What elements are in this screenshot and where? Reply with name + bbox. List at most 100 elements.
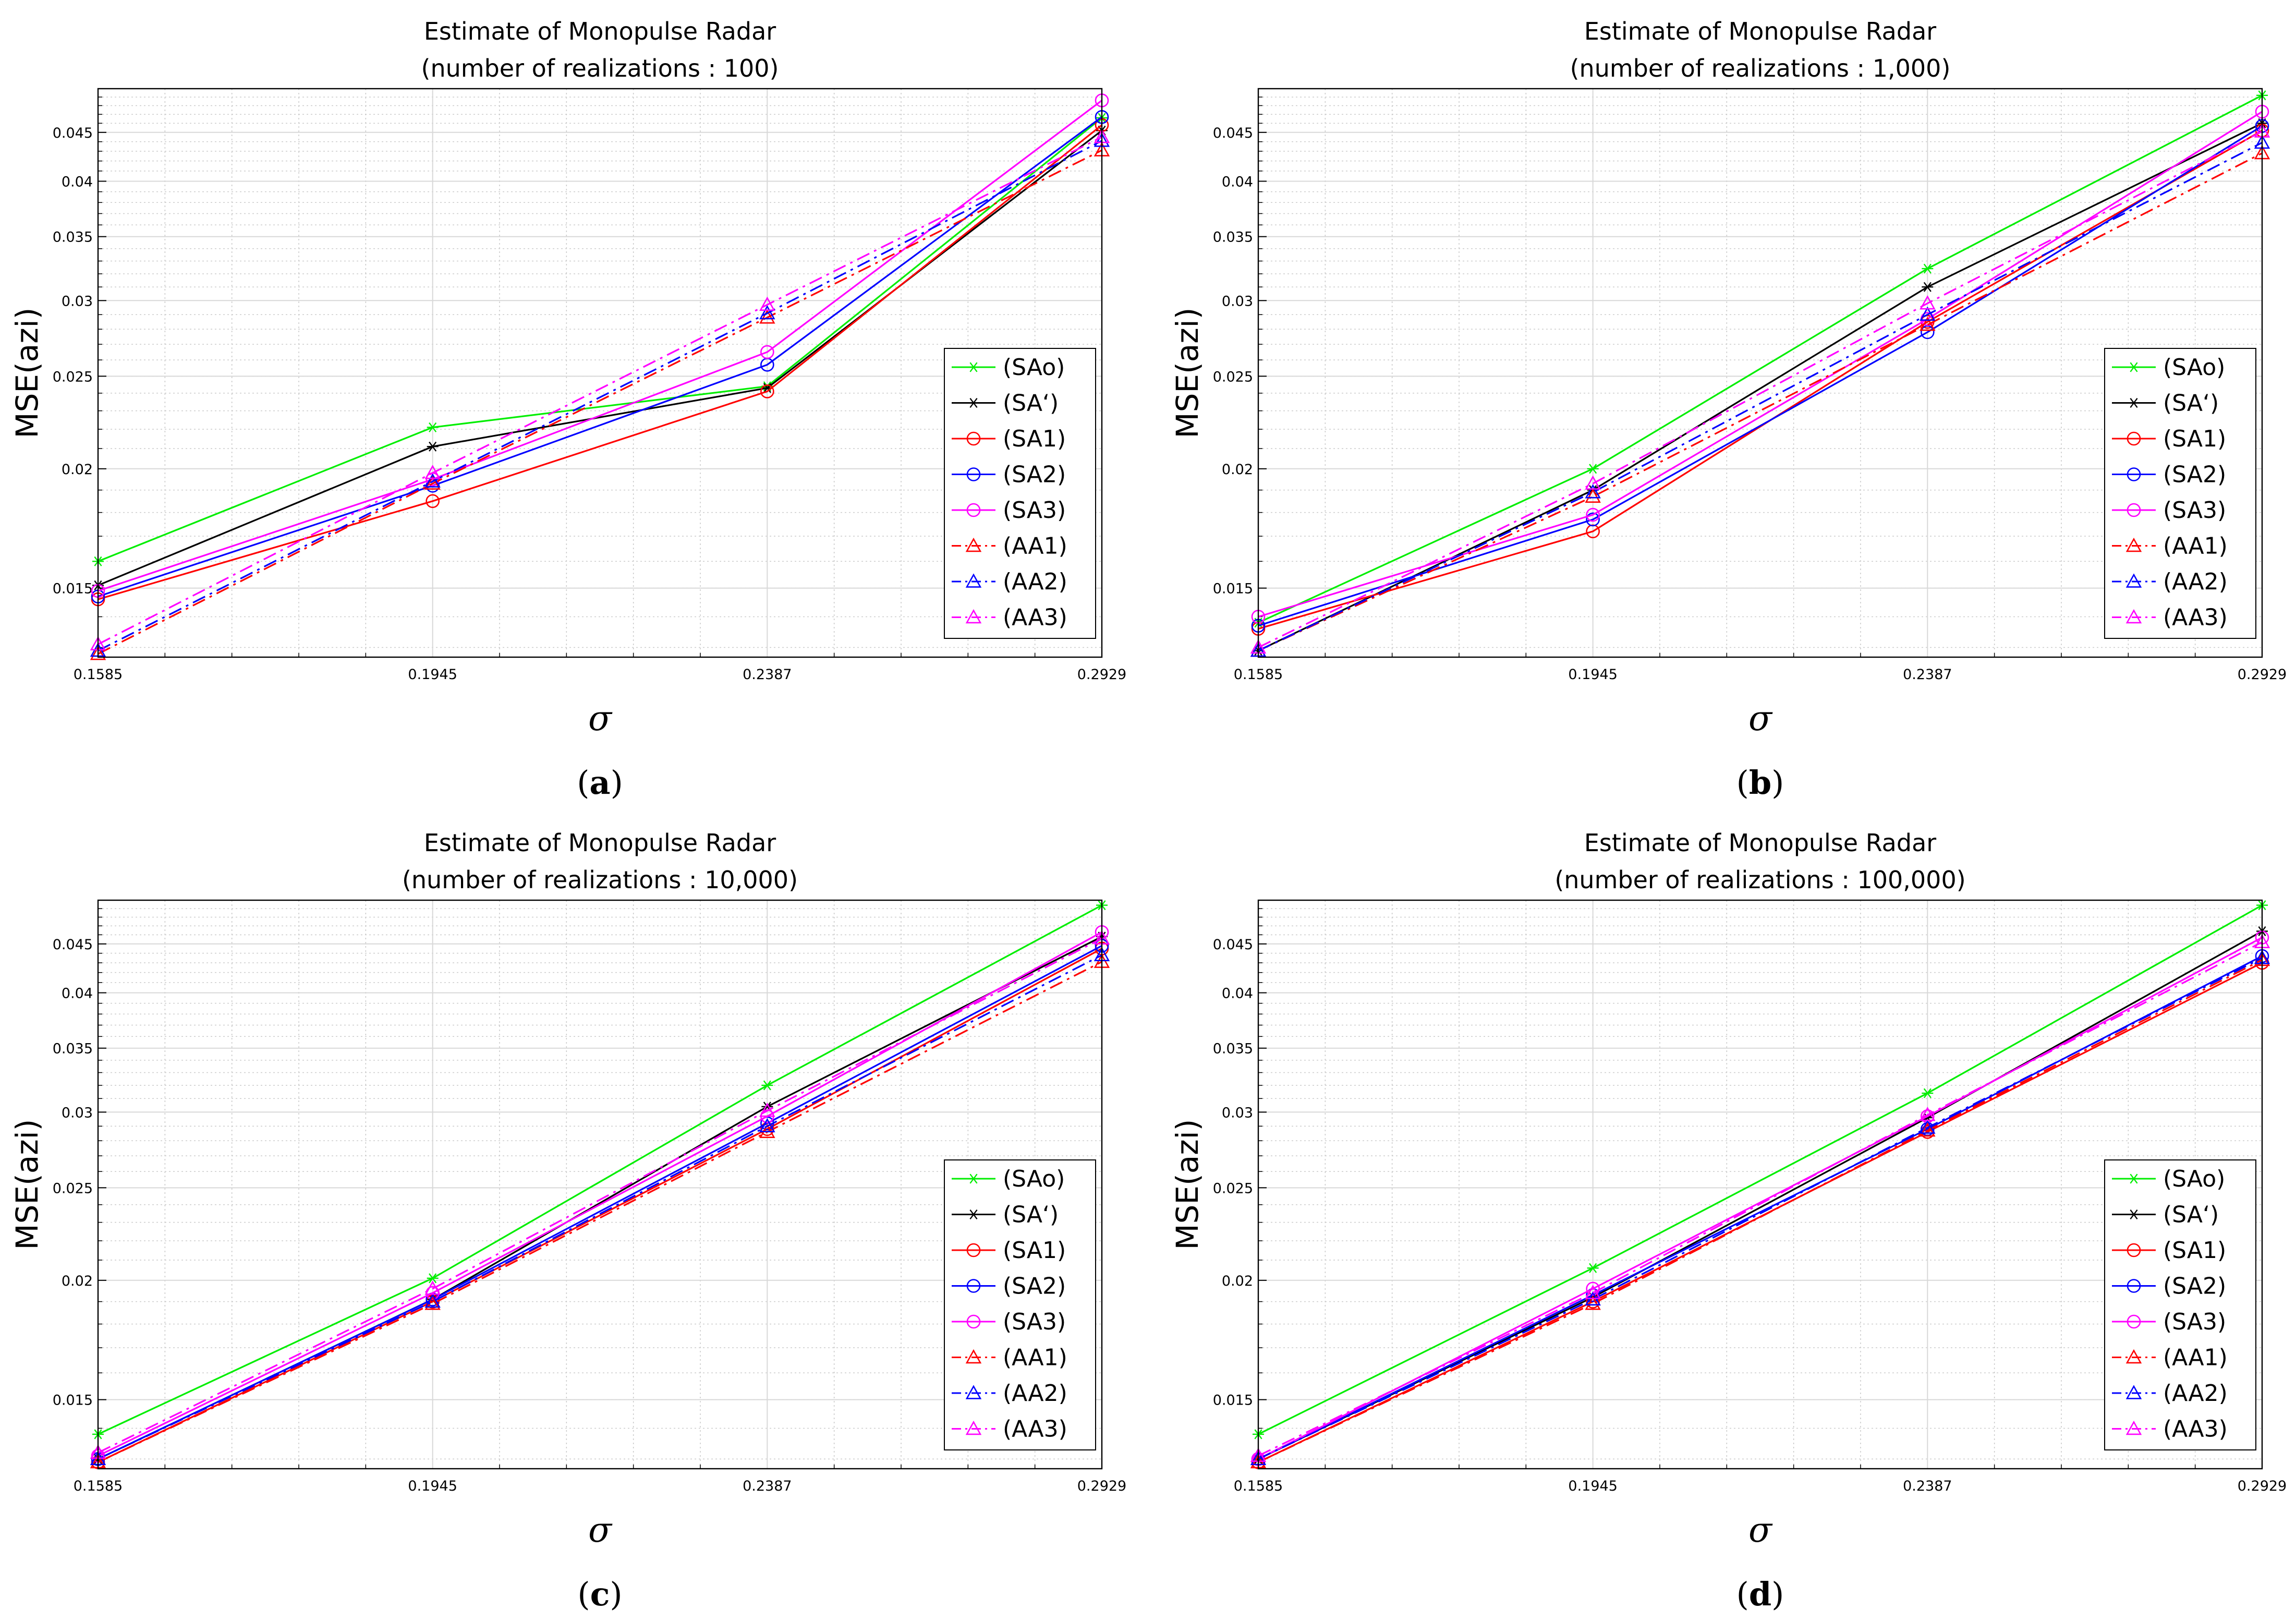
data-point-marker [1921, 325, 1935, 340]
data-point-marker [759, 309, 775, 324]
data-point-marker [1586, 507, 1600, 522]
y-tick-label: 0.025 [1213, 1180, 1253, 1196]
chart-title: Estimate of Monopulse Radar [424, 829, 776, 857]
x-axis-label: σ [1748, 698, 1773, 739]
y-tick-label: 0.025 [53, 369, 93, 385]
y-tick-label: 0.015 [53, 1393, 93, 1409]
legend-marker-7 [2125, 1420, 2142, 1435]
legend-label: (SAo) [1003, 1166, 1065, 1192]
legend-marker-6 [965, 573, 982, 588]
y-axis-label: MSE(azi) [9, 1119, 45, 1250]
legend-label: (SA3) [2163, 497, 2226, 524]
data-point-marker [427, 1273, 439, 1284]
legend-label: (SA‘) [1003, 1202, 1059, 1228]
chart-panel-d: 0.1585 0.1945 0.2387 0.2929 0.015 0.02 0.025 0.… [1170, 829, 2287, 1613]
x-tick-label: 0.1585 [74, 1478, 123, 1494]
legend-marker-4 [966, 1314, 981, 1329]
panel-label: (d) [1736, 1575, 1784, 1613]
plot-area [98, 89, 1102, 657]
data-point-marker [427, 441, 439, 452]
legend-label: (SA2) [1003, 1273, 1066, 1300]
x-tick-label: 0.1945 [408, 667, 457, 683]
axes-frame [97, 88, 1103, 658]
legend-label: (SA1) [2163, 1237, 2226, 1264]
legend-marker-4 [966, 503, 981, 517]
legend-label: (SA‘) [1003, 390, 1059, 417]
data-point-marker [759, 296, 775, 311]
y-tick-label: 0.03 [62, 1105, 93, 1121]
y-tick-label: 0.04 [62, 174, 93, 190]
legend-label: (AA2) [2163, 1380, 2228, 1407]
data-point-marker [424, 473, 441, 488]
chart-subtitle: (number of realizations : 10,000) [402, 866, 798, 894]
data-point-marker [1587, 464, 1599, 474]
legend-marker-7 [965, 609, 982, 624]
data-point-marker [1587, 1263, 1599, 1273]
legend-marker-5 [2125, 537, 2142, 552]
legend-label: (SA3) [2163, 1309, 2226, 1335]
legend-label: (AA3) [1003, 1416, 1067, 1443]
legend-label: (SAo) [2163, 354, 2225, 381]
x-tick-label: 0.1585 [1234, 1478, 1283, 1494]
legend-label: (AA1) [2163, 533, 2228, 560]
data-point-marker [1586, 512, 1600, 527]
data-point-marker [761, 1080, 773, 1091]
series-line-7 [1258, 130, 2263, 648]
data-point-marker [426, 494, 440, 509]
data-point-marker [1922, 263, 1934, 274]
legend-label: (SA2) [2163, 462, 2226, 488]
series-line-3 [98, 945, 1102, 1460]
chart-panel-c: 0.1585 0.1945 0.2387 0.2929 0.015 0.02 0.025 0.… [9, 829, 1126, 1613]
legend-label: (SA3) [1003, 1309, 1066, 1335]
data-point-marker [1920, 306, 1936, 321]
data-point-marker [759, 1118, 775, 1132]
legend-marker-5 [965, 537, 982, 552]
legend-box [2104, 348, 2256, 639]
data-point-marker [1585, 1296, 1601, 1310]
y-tick-label: 0.015 [1213, 1393, 1253, 1409]
data-point-marker [424, 475, 441, 490]
data-point-marker [424, 1280, 441, 1295]
y-tick-label: 0.02 [62, 462, 93, 478]
chart-title: Estimate of Monopulse Radar [424, 17, 776, 45]
legend-label: (AA3) [2163, 604, 2228, 631]
legend-marker-2 [2127, 431, 2141, 446]
data-point-marker [760, 345, 774, 359]
series-line-5 [1258, 959, 2263, 1463]
legend-marker-2 [2127, 1243, 2141, 1257]
y-tick-label: 0.03 [1222, 293, 1253, 309]
legend-marker-7 [2125, 609, 2142, 624]
axes-frame [1257, 899, 2263, 1470]
y-tick-label: 0.04 [1222, 174, 1253, 190]
legend-marker-6 [2125, 573, 2142, 588]
legend-label: (SAo) [1003, 354, 1065, 381]
x-tick-label: 0.2387 [743, 667, 792, 683]
legend-marker-1 [968, 397, 979, 408]
legend-marker-1 [968, 1209, 979, 1220]
legend-label: (SA1) [1003, 426, 1066, 452]
series-line-7 [98, 136, 1102, 645]
legend-box [944, 348, 1096, 639]
series-line-1 [1258, 930, 2263, 1460]
series-line-6 [98, 954, 1102, 1460]
legend-marker-7 [965, 1420, 982, 1435]
legend-box [944, 1159, 1096, 1450]
series-line-2 [98, 124, 1102, 600]
data-point-marker [1920, 295, 1936, 310]
legend: (SAo) (SA‘) (SA1) (SA2) (SA3) (AA1) (AA2) (AA3) [2104, 1159, 2256, 1450]
legend-label: (SA2) [1003, 462, 1066, 488]
series-line-6 [1258, 142, 2263, 652]
x-tick-label: 0.2387 [743, 1478, 792, 1494]
plot-area [1258, 89, 2262, 657]
chart-subtitle: (number of realizations : 100,000) [1554, 866, 1965, 894]
series-line-7 [98, 937, 1102, 1454]
x-tick-label: 0.2929 [1077, 1478, 1126, 1494]
series-line-5 [98, 961, 1102, 1463]
x-axis-label: σ [588, 698, 613, 739]
legend-marker-6 [2125, 1385, 2142, 1399]
legend-label: (SA2) [2163, 1273, 2226, 1300]
legend-marker-1 [2128, 397, 2140, 408]
legend-box [2104, 1159, 2256, 1450]
chart-subtitle: (number of realizations : 1,000) [1570, 54, 1951, 82]
